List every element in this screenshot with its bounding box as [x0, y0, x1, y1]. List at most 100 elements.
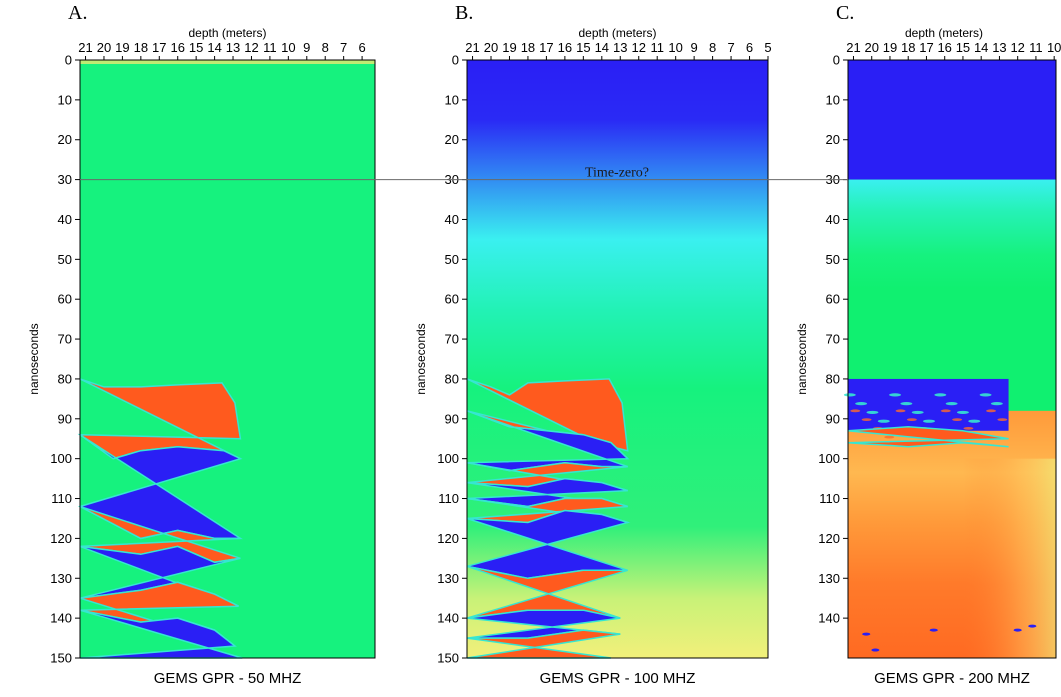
y-tick-label: 100	[50, 451, 72, 466]
x-tick-label: 18	[901, 40, 915, 55]
y-tick-label: 80	[826, 371, 840, 386]
x-tick-label: 7	[727, 40, 734, 55]
noise-streak	[963, 426, 974, 430]
noise-streak	[889, 393, 902, 397]
x-tick-label: 19	[502, 40, 516, 55]
y-tick-label: 0	[833, 53, 840, 68]
y-tick-label: 100	[818, 451, 840, 466]
plot-frame	[79, 59, 376, 659]
noise-streak	[952, 418, 963, 421]
y-tick-label: 110	[51, 491, 72, 506]
panel-caption: GEMS GPR - 200 MHZ	[874, 670, 1030, 687]
x-tick-label: 20	[864, 40, 878, 55]
x-tick-label: 16	[170, 40, 184, 55]
air-wave-band	[848, 179, 1056, 379]
x-tick-label: 17	[919, 40, 933, 55]
y-tick-label: 150	[437, 651, 459, 666]
x-tick-label: 18	[134, 40, 148, 55]
noise-streak	[906, 418, 917, 421]
y-tick-label: 130	[818, 571, 840, 586]
noise-streak	[956, 410, 969, 415]
x-tick-label: 15	[576, 40, 590, 55]
y-tick-label: 90	[445, 411, 459, 426]
y-tick-label: 70	[826, 332, 840, 347]
noise-streak	[929, 628, 938, 632]
x-tick-label: 10	[668, 40, 682, 55]
x-tick-label: 9	[691, 40, 698, 55]
x-tick-label: 15	[956, 40, 970, 55]
x-tick-label: 15	[189, 40, 203, 55]
y-tick-label: 40	[445, 212, 459, 227]
noise-streak	[945, 402, 958, 406]
y-tick-label: 110	[819, 491, 840, 506]
y-tick-label: 10	[826, 92, 840, 107]
x-tick-label: 8	[322, 40, 329, 55]
noise-streak	[923, 419, 936, 423]
y-tick-label: 10	[445, 92, 459, 107]
y-tick-label: 20	[826, 132, 840, 147]
panel-caption: GEMS GPR - 50 MHZ	[154, 670, 302, 687]
panel-b: B. depth (meters) 21 20 19 18 17 16 15 14 13 12 11 10…	[414, 2, 772, 687]
y-tick-label: 30	[58, 172, 72, 187]
y-tick-label: 150	[50, 651, 72, 666]
x-axis-title: depth (meters)	[905, 26, 983, 40]
y-tick-label: 60	[58, 292, 72, 307]
y-tick-label: 0	[452, 53, 459, 68]
y-tick-label: 110	[438, 491, 459, 506]
noise-streak	[986, 409, 997, 413]
x-tick-label: 21	[78, 40, 92, 55]
panel-label: A.	[68, 2, 87, 24]
y-tick-label: 50	[826, 252, 840, 267]
x-tick-label: 10	[1047, 40, 1061, 55]
y-tick-label: 50	[58, 252, 72, 267]
x-tick-label: 13	[613, 40, 627, 55]
panel-label: B.	[455, 2, 473, 24]
y-tick-label: 20	[445, 132, 459, 147]
noise-streak	[1013, 628, 1022, 632]
y-tick-label: 140	[50, 611, 72, 626]
y-axis-title: nanoseconds	[414, 323, 428, 394]
x-tick-label: 7	[340, 40, 347, 55]
noise-streak	[877, 419, 890, 423]
y-tick-label: 140	[818, 611, 840, 626]
x-tick-label: 17	[539, 40, 553, 55]
x-tick-label: 13	[992, 40, 1006, 55]
reflection-band	[848, 378, 1009, 431]
right-fade-zone	[962, 458, 1056, 658]
x-axis-title: depth (meters)	[578, 26, 656, 40]
x-tick-label: 13	[226, 40, 240, 55]
x-tick-label: 19	[883, 40, 897, 55]
y-tick-label: 80	[445, 371, 459, 386]
y-tick-label: 120	[50, 531, 72, 546]
noise-streak	[900, 402, 913, 406]
x-tick-label: 16	[558, 40, 572, 55]
x-tick-label: 14	[595, 40, 609, 55]
x-tick-label: 18	[521, 40, 535, 55]
noise-streak	[871, 648, 880, 652]
y-axis-title: nanoseconds	[795, 323, 809, 394]
y-tick-label: 70	[445, 332, 459, 347]
x-tick-label: 16	[937, 40, 951, 55]
panel-a: A. depth (meters) 21 20 19 18 17 16 15 14 13 12 11 10…	[27, 2, 376, 687]
x-tick-label: 6	[746, 40, 753, 55]
y-tick-label: 90	[826, 411, 840, 426]
panel-caption: GEMS GPR - 100 MHZ	[540, 670, 696, 687]
pre-time-zero-band	[848, 60, 1056, 180]
surface-strip	[80, 60, 375, 64]
y-tick-label: 70	[58, 332, 72, 347]
time-zero-annotation: Time-zero?	[585, 166, 649, 181]
x-tick-label: 12	[632, 40, 646, 55]
noise-streak	[884, 435, 895, 439]
noise-streak	[934, 393, 947, 397]
y-tick-label: 10	[58, 92, 72, 107]
y-tick-label: 20	[58, 132, 72, 147]
y-tick-label: 130	[437, 571, 459, 586]
y-tick-label: 120	[437, 531, 459, 546]
panel-c: C. depth (meters) 21 20 19 18 17 16 15 14 13 12 11 10…	[795, 2, 1061, 687]
x-tick-label: 8	[709, 40, 716, 55]
y-tick-label: 130	[50, 571, 72, 586]
x-tick-label: 14	[207, 40, 221, 55]
plot-frame	[466, 59, 769, 659]
x-tick-label: 12	[1010, 40, 1024, 55]
x-tick-label: 5	[764, 40, 771, 55]
